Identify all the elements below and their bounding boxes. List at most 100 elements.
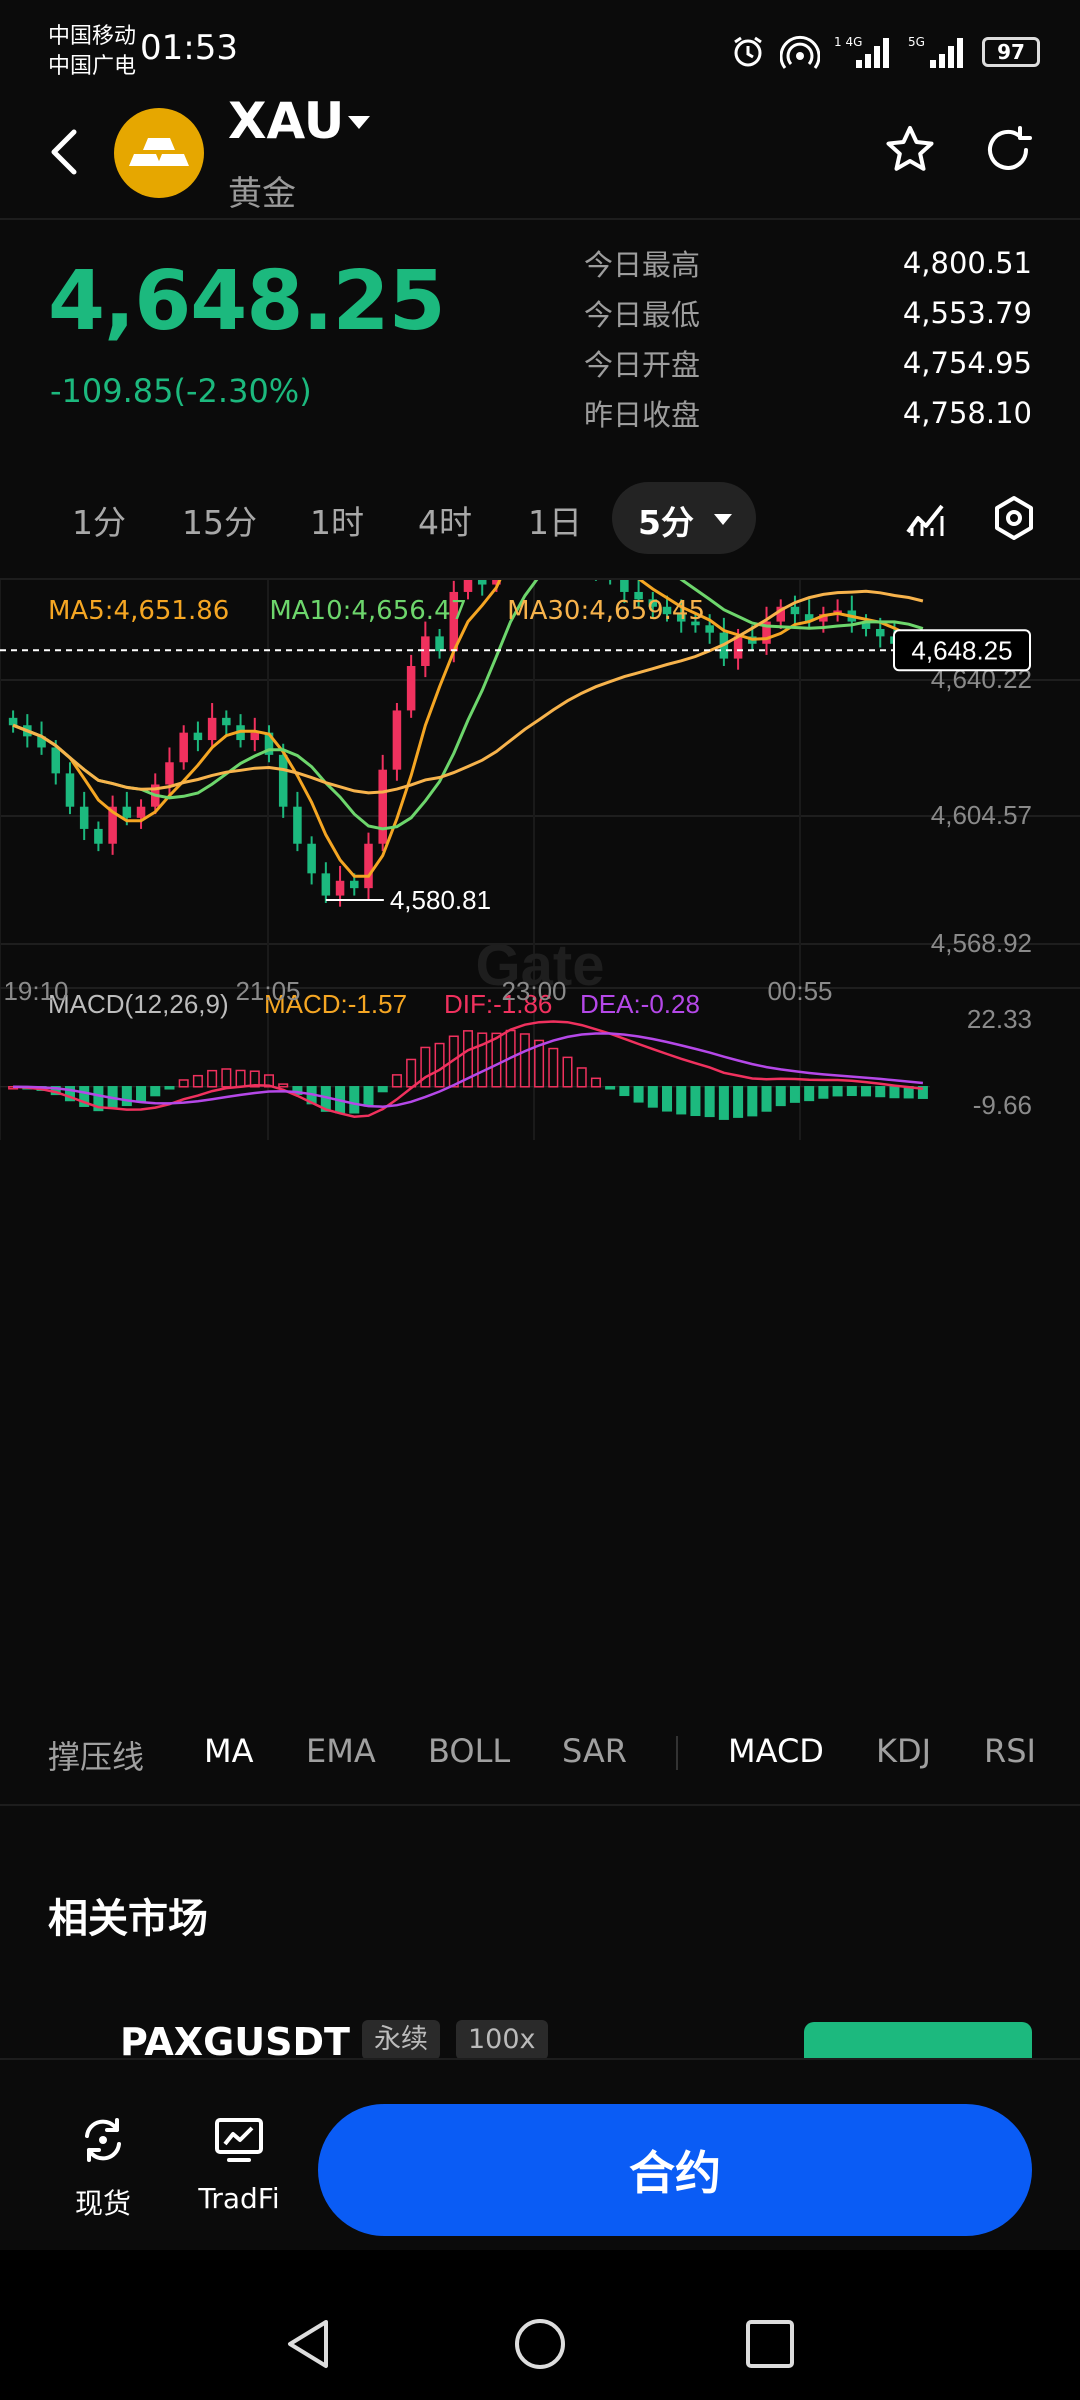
candle-body	[350, 880, 359, 889]
macd-histogram-bar	[462, 1030, 474, 1088]
macd-histogram-bar	[676, 1086, 687, 1115]
tab-1h[interactable]: 1时	[310, 503, 364, 542]
candlestick-chart[interactable]: Gate MACD(12,26,9) MACD:-1.57 DIF:-1.86 DEA…	[0, 580, 1080, 1705]
dif-line	[13, 1020, 924, 1118]
candle-body	[8, 717, 18, 726]
x-axis-label: 19:10	[3, 976, 68, 1006]
tab-kdj[interactable]: KDJ	[876, 1732, 932, 1770]
candle-body	[51, 747, 61, 774]
tab-15min[interactable]: 15分	[182, 503, 257, 542]
macd-histogram-bar	[391, 1074, 402, 1088]
candle-body	[620, 580, 629, 592]
macd-histogram-bar	[192, 1074, 203, 1088]
tab-sar[interactable]: SAR	[562, 1732, 628, 1770]
macd-y-min-label: -9.66	[973, 1090, 1032, 1120]
tab-support-resistance[interactable]: 撑压线	[48, 1738, 145, 1776]
tab-5min-selected[interactable]	[612, 482, 756, 554]
y-axis-label: 4,604.57	[931, 800, 1032, 830]
tab-5min-label: 5分	[638, 503, 694, 542]
last-price: 4,648.25	[48, 254, 446, 349]
candle-body	[335, 880, 345, 896]
tab-1d[interactable]: 1日	[528, 503, 582, 542]
refresh-icon[interactable]	[980, 122, 1036, 178]
carrier-info: 中国移动 中国广电	[48, 22, 136, 82]
macd-histogram-bar	[292, 1086, 303, 1095]
macd-histogram-bar	[747, 1086, 758, 1117]
settings-hex-icon[interactable]	[990, 494, 1038, 542]
system-navigation-bar	[0, 2250, 1080, 2400]
symbol-title[interactable]: XAU	[228, 92, 345, 150]
candle-body	[264, 732, 274, 755]
stat-value: 4,800.51	[902, 246, 1032, 280]
spot-nav-button[interactable]: 现货	[48, 2112, 158, 2222]
tradfi-nav-button[interactable]: TradFi	[184, 2112, 294, 2215]
header-divider	[0, 218, 1080, 220]
perpetual-tag: 永续	[362, 2020, 440, 2060]
macd-histogram-bar	[79, 1086, 90, 1107]
watermark-logo: Gate	[476, 933, 605, 998]
dea-value: DEA:-0.28	[580, 989, 700, 1019]
tradfi-nav-label: TradFi	[198, 2182, 280, 2215]
candle-body	[733, 636, 743, 659]
macd-histogram-bar	[93, 1086, 104, 1112]
tab-boll[interactable]: BOLL	[428, 1732, 511, 1770]
macd-histogram-bar	[647, 1086, 658, 1108]
tab-1min[interactable]: 1分	[72, 503, 126, 542]
back-arrow-icon[interactable]	[40, 122, 90, 182]
candle-body	[122, 806, 132, 818]
stat-row-prev-close: 昨日收盘 4,758.10	[584, 388, 1032, 438]
carrier-1: 中国移动	[48, 24, 137, 49]
macd-histogram-bar	[917, 1086, 928, 1099]
nav-recents-icon[interactable]	[744, 2318, 796, 2370]
symbol-dropdown-caret-icon[interactable]	[348, 116, 370, 129]
nav-back-icon[interactable]	[282, 2316, 334, 2372]
candle-body	[875, 628, 885, 637]
macd-histogram-bar	[775, 1086, 786, 1107]
stat-label: 昨日收盘	[584, 398, 701, 432]
candle-body	[861, 621, 871, 629]
macd-histogram-bar	[690, 1086, 701, 1117]
stat-value: 4,553.79	[902, 296, 1032, 330]
x-axis-label: 21:05	[235, 976, 300, 1006]
signal-5g-icon: 5G	[908, 35, 963, 68]
tab-ma[interactable]: MA	[204, 1732, 254, 1770]
candle-body	[278, 754, 288, 807]
timeframe-bar: 1分 15分 1时 4时 1日 5分	[0, 478, 1080, 558]
macd-histogram-bar	[576, 1067, 587, 1088]
tab-4h[interactable]: 4时	[418, 503, 472, 542]
ma10-legend: MA10:4,656.47	[269, 596, 468, 626]
stat-value: 4,758.10	[902, 396, 1032, 430]
timeframe-dropdown-caret-icon[interactable]	[714, 514, 732, 525]
contract-button[interactable]: 合约	[318, 2104, 1032, 2236]
tab-ema[interactable]: EMA	[306, 1732, 376, 1770]
ma10-line	[12, 580, 924, 831]
ma30-line	[12, 589, 924, 795]
macd-histogram-bar	[832, 1086, 843, 1097]
macd-histogram-bar	[363, 1086, 374, 1107]
stat-label: 今日开盘	[584, 348, 701, 382]
candle-body	[449, 591, 459, 652]
candle-body	[136, 806, 146, 818]
candle-body	[179, 732, 188, 763]
macd-histogram-bar	[249, 1070, 260, 1088]
candle-body	[79, 806, 89, 829]
macd-histogram-bar	[590, 1077, 601, 1088]
macd-histogram-bar	[377, 1086, 388, 1093]
related-market-name[interactable]: PAXGUSDT	[120, 2020, 350, 2064]
tab-separator	[676, 1736, 678, 1770]
macd-histogram-bar	[434, 1042, 445, 1088]
tab-rsi[interactable]: RSI	[984, 1732, 1036, 1770]
indicator-chart-icon[interactable]	[902, 494, 950, 542]
macd-histogram-bar	[789, 1086, 800, 1103]
candle-body	[108, 806, 117, 844]
star-icon[interactable]	[882, 122, 938, 178]
candle-body	[293, 806, 302, 844]
candle-body	[421, 636, 430, 667]
ma30-legend: MA30:4,659.45	[507, 596, 705, 626]
tab-macd[interactable]: MACD	[728, 1732, 824, 1770]
indicator-tabs: 撑压线 MA EMA BOLL SAR MACD KDJ RSI	[0, 1718, 1080, 1796]
candle-body	[691, 621, 700, 626]
macd-histogram-bar	[562, 1056, 573, 1088]
macd-histogram-bar	[875, 1086, 886, 1098]
nav-home-icon[interactable]	[512, 2316, 568, 2372]
